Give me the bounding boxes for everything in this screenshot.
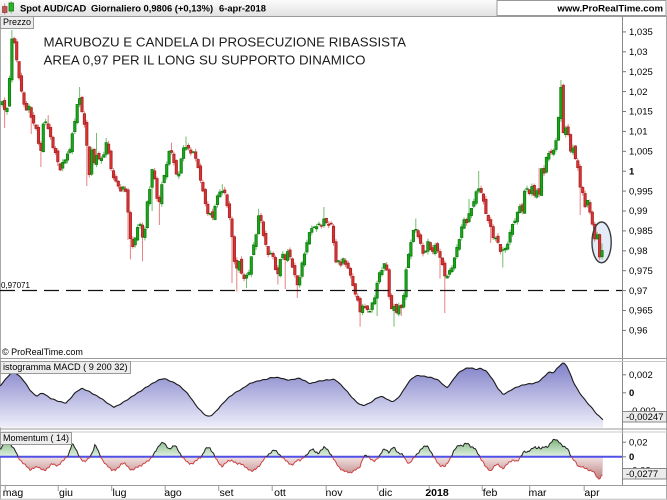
svg-text:1,005: 1,005 — [629, 147, 653, 158]
svg-text:Giornaliero: Giornaliero — [91, 3, 141, 14]
svg-text:1,035: 1,035 — [629, 27, 653, 38]
svg-text:-0,00247: -0,00247 — [626, 412, 664, 423]
svg-text:0,99: 0,99 — [629, 206, 648, 217]
svg-text:www.ProRealTime.com: www.ProRealTime.com — [556, 4, 663, 15]
svg-text:1: 1 — [629, 166, 635, 177]
svg-text:0,965: 0,965 — [629, 306, 653, 317]
svg-text:dic: dic — [379, 487, 392, 499]
svg-text:1,015: 1,015 — [629, 107, 653, 118]
svg-text:1,02: 1,02 — [629, 87, 648, 98]
svg-text:MARUBOZU E CANDELA DI PROSECUZ: MARUBOZU E CANDELA DI PROSECUZIONE RIBAS… — [44, 35, 407, 50]
svg-text:1,025: 1,025 — [629, 67, 653, 78]
svg-text:0,975: 0,975 — [629, 266, 653, 277]
svg-text:set: set — [219, 487, 233, 499]
svg-text:© ProRealTime.com: © ProRealTime.com — [2, 347, 83, 357]
svg-text:AREA 0,97 PER IL LONG SU SUPPO: AREA 0,97 PER IL LONG SU SUPPORTO DINAMI… — [44, 53, 366, 68]
svg-text:2018: 2018 — [425, 487, 449, 499]
svg-text:0,985: 0,985 — [629, 226, 653, 237]
svg-text:0,995: 0,995 — [629, 186, 653, 197]
svg-text:0,96: 0,96 — [629, 326, 648, 337]
svg-text:mar: mar — [528, 487, 547, 499]
svg-text:1,03: 1,03 — [629, 47, 648, 58]
svg-text:Spot AUD/CAD: Spot AUD/CAD — [20, 3, 87, 14]
svg-text:apr: apr — [584, 487, 600, 499]
svg-text:mag: mag — [3, 487, 24, 499]
svg-text:giu: giu — [59, 487, 73, 499]
svg-text:0,97071: 0,97071 — [1, 281, 30, 290]
svg-text:ago: ago — [164, 487, 182, 499]
svg-text:feb: feb — [483, 487, 498, 499]
svg-text:0,98: 0,98 — [629, 246, 648, 257]
svg-text:0,97: 0,97 — [629, 286, 648, 297]
svg-text:1,01: 1,01 — [629, 127, 648, 138]
svg-text:0,002: 0,002 — [629, 370, 653, 381]
svg-text:0: 0 — [629, 452, 634, 463]
svg-text:nov: nov — [326, 487, 344, 499]
svg-text:0,02: 0,02 — [629, 437, 648, 448]
svg-text:0: 0 — [629, 388, 634, 399]
svg-text:lug: lug — [112, 487, 126, 499]
svg-text:-0,0277: -0,0277 — [626, 469, 658, 480]
svg-text:6-apr-2018: 6-apr-2018 — [219, 3, 266, 14]
svg-text:ott: ott — [274, 487, 286, 499]
svg-text:0,9806 (+0,13%): 0,9806 (+0,13%) — [144, 3, 214, 14]
